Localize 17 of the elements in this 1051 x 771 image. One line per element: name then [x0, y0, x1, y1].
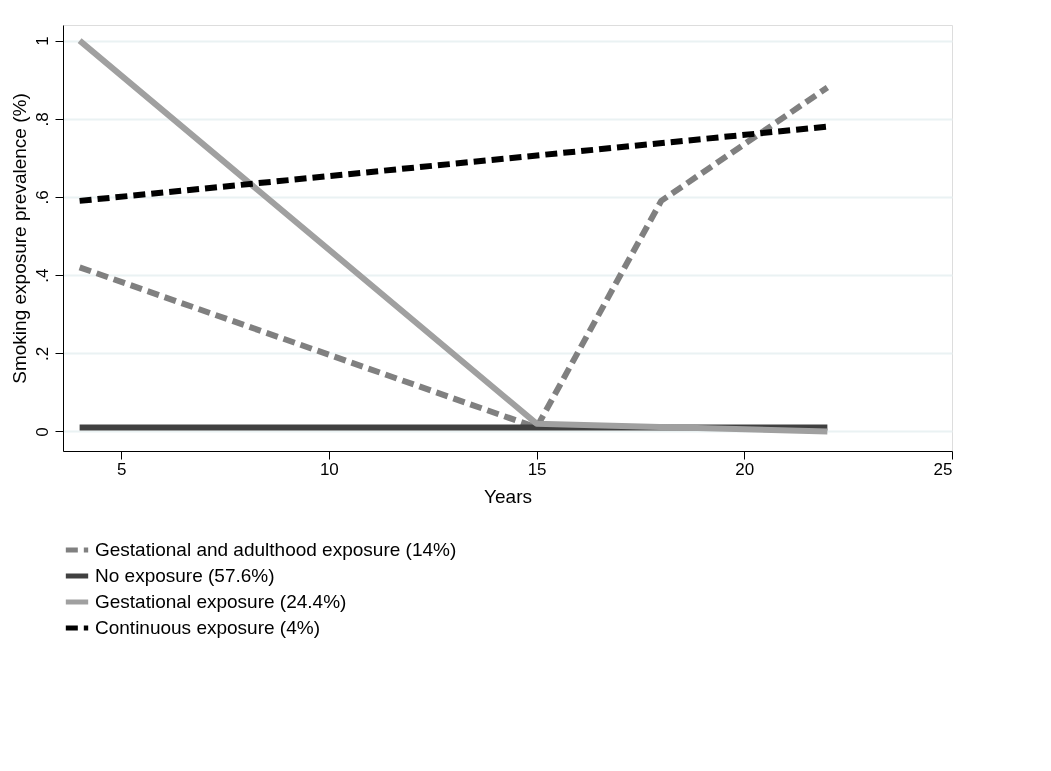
- y-tick-label: .4: [32, 268, 52, 283]
- y-tick-label: 1: [32, 36, 52, 46]
- y-tick-label: 0: [32, 427, 52, 437]
- y-tick-label: .2: [32, 346, 52, 361]
- legend-label: Gestational and adulthood exposure (14%): [95, 539, 457, 560]
- x-tick-label: 5: [116, 459, 127, 479]
- x-tick-label: 15: [527, 459, 547, 479]
- y-tick-label: .6: [32, 190, 52, 205]
- x-tick-label: 10: [319, 459, 339, 479]
- x-axis-title: Years: [484, 485, 532, 507]
- legend-label: Gestational exposure (24.4%): [95, 591, 347, 612]
- y-axis-title: Smoking exposure prevalence (%): [8, 93, 30, 384]
- y-tick-label: .8: [32, 112, 52, 127]
- x-tick-label: 25: [933, 459, 953, 479]
- legend-label: No exposure (57.6%): [95, 565, 275, 586]
- legend-label: Continuous exposure (4%): [95, 617, 320, 638]
- x-tick-label: 20: [735, 459, 755, 479]
